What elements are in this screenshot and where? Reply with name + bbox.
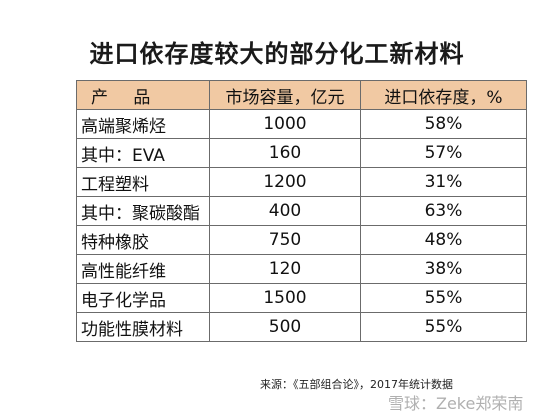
cell-market-size: 120	[209, 254, 361, 284]
cell-import-dependency: 38%	[360, 254, 527, 284]
cell-market-size: 750	[209, 225, 361, 255]
cell-product: 工程塑料	[76, 167, 210, 197]
cell-product: 电子化学品	[76, 283, 210, 313]
table-row: 高端聚烯烃 1000 58%	[76, 109, 527, 139]
header-market-size: 市场容量，亿元	[209, 80, 361, 110]
cell-import-dependency: 48%	[360, 225, 527, 255]
table-row: 其中：EVA 160 57%	[76, 138, 527, 168]
table-header-row: 产 品 市场容量，亿元 进口依存度，%	[76, 80, 527, 110]
cell-market-size: 1200	[209, 167, 361, 197]
cell-import-dependency: 58%	[360, 109, 527, 139]
cell-import-dependency: 63%	[360, 196, 527, 226]
table-row: 电子化学品 1500 55%	[76, 283, 527, 313]
cell-market-size: 1500	[209, 283, 361, 313]
cell-market-size: 160	[209, 138, 361, 168]
data-table: 产 品 市场容量，亿元 进口依存度，% 高端聚烯烃 1000 58% 其中：EV…	[76, 80, 527, 342]
table-row: 其中：聚碳酸酯 400 63%	[76, 196, 527, 226]
cell-product: 其中：聚碳酸酯	[76, 196, 210, 226]
cell-import-dependency: 31%	[360, 167, 527, 197]
cell-product: 功能性膜材料	[76, 312, 210, 342]
watermark: 雪球：Zeke郑荣南	[388, 394, 524, 413]
source-note: 来源：《五部组合论》，2017年统计数据	[260, 378, 453, 391]
table-row: 特种橡胶 750 48%	[76, 225, 527, 255]
cell-market-size: 400	[209, 196, 361, 226]
cell-import-dependency: 57%	[360, 138, 527, 168]
header-product: 产 品	[76, 80, 210, 110]
cell-import-dependency: 55%	[360, 283, 527, 313]
table-row: 高性能纤维 120 38%	[76, 254, 527, 284]
header-import-dependency: 进口依存度，%	[360, 80, 527, 110]
table-row: 工程塑料 1200 31%	[76, 167, 527, 197]
cell-product: 特种橡胶	[76, 225, 210, 255]
cell-import-dependency: 55%	[360, 312, 527, 342]
cell-product: 其中：EVA	[76, 138, 210, 168]
cell-market-size: 1000	[209, 109, 361, 139]
cell-product: 高性能纤维	[76, 254, 210, 284]
table-row: 功能性膜材料 500 55%	[76, 312, 527, 342]
cell-market-size: 500	[209, 312, 361, 342]
document-title: 进口依存度较大的部分化工新材料	[89, 40, 465, 68]
cell-product: 高端聚烯烃	[76, 109, 210, 139]
